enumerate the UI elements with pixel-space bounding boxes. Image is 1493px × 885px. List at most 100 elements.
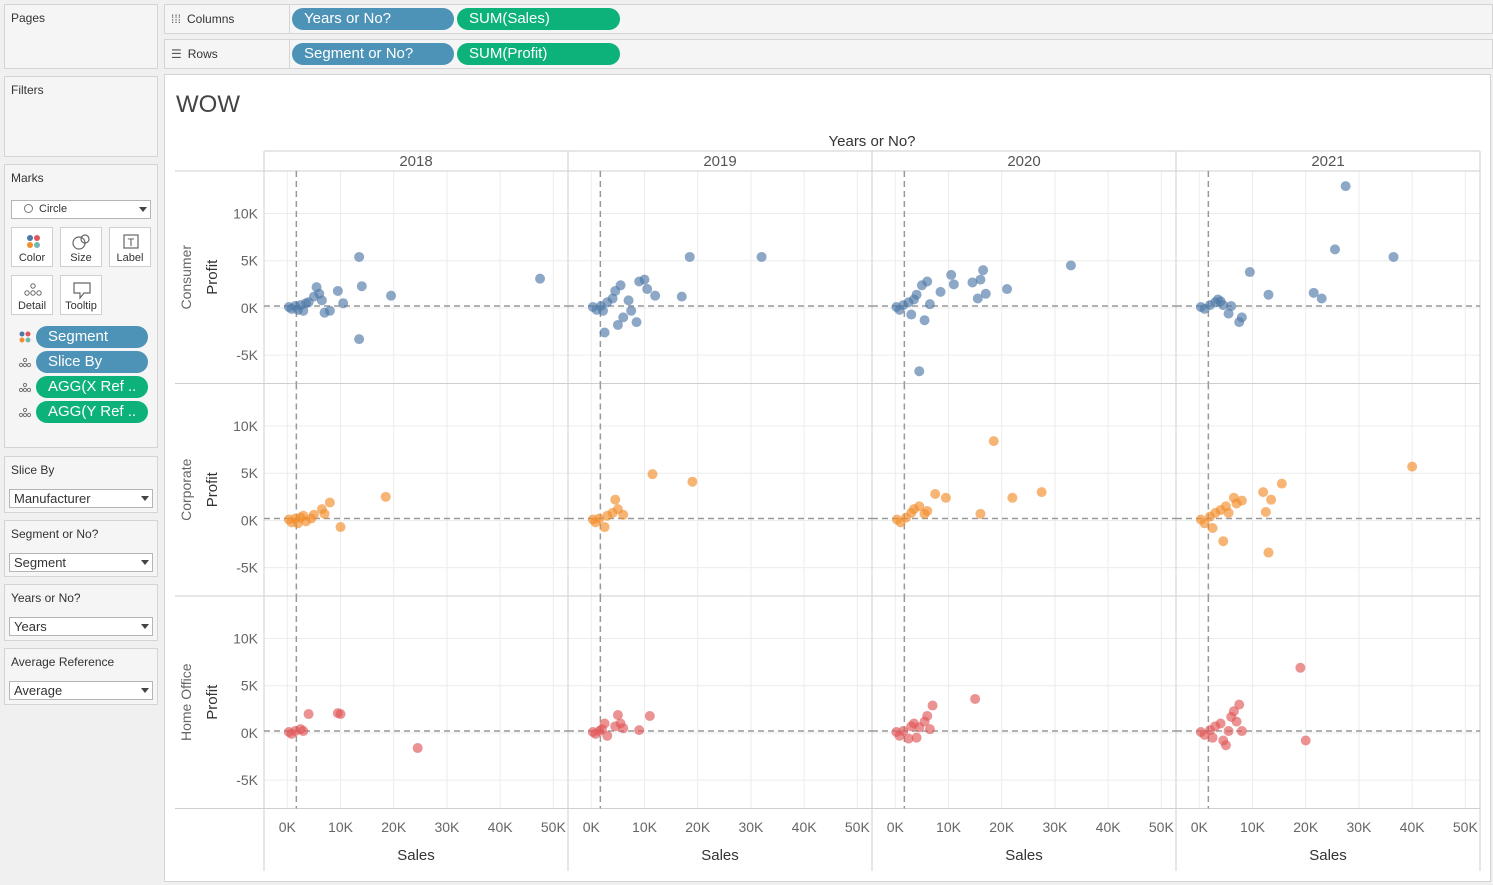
param-card-slice-by: Slice By Manufacturer bbox=[4, 456, 158, 513]
tooltip-label: Tooltip bbox=[65, 300, 97, 312]
data-point bbox=[618, 723, 629, 734]
data-point bbox=[647, 469, 658, 480]
shelf-divider bbox=[289, 5, 290, 33]
y-tick-label: 5K bbox=[241, 465, 259, 481]
param-title: Years or No? bbox=[11, 591, 81, 605]
detail-button[interactable]: Detail bbox=[11, 275, 53, 315]
y-tick-label: 5K bbox=[241, 253, 259, 269]
label-button[interactable]: T Label bbox=[109, 227, 151, 267]
data-point bbox=[1263, 289, 1274, 300]
x-tick-label: 20K bbox=[381, 819, 407, 835]
col-axis-title: Sales bbox=[1309, 847, 1347, 864]
average-reference-dropdown[interactable]: Average bbox=[9, 681, 153, 700]
x-tick-label: 10K bbox=[936, 819, 962, 835]
data-point bbox=[1258, 487, 1269, 498]
data-point bbox=[940, 492, 951, 503]
tooltip-button[interactable]: Tooltip bbox=[60, 275, 102, 315]
y-tick-label: -5K bbox=[236, 560, 258, 576]
data-point bbox=[599, 522, 610, 533]
x-tick-label: 10K bbox=[632, 819, 658, 835]
marks-pill-agg-x-ref[interactable]: AGG(X Ref .. bbox=[36, 376, 148, 398]
rows-label-text: Rows bbox=[187, 47, 218, 61]
data-point bbox=[626, 305, 637, 316]
slice-by-dropdown[interactable]: Manufacturer bbox=[9, 489, 153, 508]
columns-shelf[interactable]: ⁞⁞⁞ Columns Years or No? SUM(Sales) bbox=[164, 4, 1493, 34]
data-point bbox=[687, 476, 698, 487]
tooltip-icon bbox=[73, 282, 91, 300]
segment-header-home-office: Home Office bbox=[178, 663, 194, 741]
data-point bbox=[335, 522, 346, 533]
data-point bbox=[898, 726, 909, 737]
param-title: Segment or No? bbox=[11, 527, 99, 541]
data-point bbox=[642, 284, 653, 295]
columns-pill-years-or-no[interactable]: Years or No? bbox=[292, 8, 454, 30]
marks-pill-agg-y-ref[interactable]: AGG(Y Ref .. bbox=[36, 401, 148, 423]
data-point bbox=[607, 293, 618, 304]
x-tick-label: 0K bbox=[583, 819, 601, 835]
year-header-2021: 2021 bbox=[1311, 153, 1344, 170]
data-point bbox=[935, 286, 946, 297]
param-title: Slice By bbox=[11, 463, 55, 477]
data-point bbox=[356, 281, 367, 292]
x-tick-label: 20K bbox=[1293, 819, 1319, 835]
years-or-no-dropdown[interactable]: Years bbox=[9, 617, 153, 636]
data-point bbox=[303, 709, 314, 720]
x-tick-label: 50K bbox=[541, 819, 567, 835]
data-point bbox=[1207, 523, 1218, 533]
columns-shelf-label: ⁞⁞⁞ Columns bbox=[171, 12, 234, 26]
size-button[interactable]: Size bbox=[60, 227, 102, 267]
data-point bbox=[623, 295, 634, 306]
row-axis-title: Profit bbox=[204, 684, 221, 720]
shelf-divider bbox=[289, 40, 290, 68]
data-point bbox=[946, 269, 957, 280]
color-button[interactable]: Color bbox=[11, 227, 53, 267]
y-tick-label: 5K bbox=[241, 678, 259, 694]
data-point bbox=[634, 725, 645, 736]
marks-title: Marks bbox=[11, 171, 44, 185]
color-label: Color bbox=[18, 252, 46, 264]
data-point bbox=[324, 305, 335, 316]
data-point bbox=[1340, 181, 1351, 192]
data-point bbox=[980, 288, 991, 299]
data-point bbox=[598, 305, 609, 316]
size-icon bbox=[72, 234, 90, 250]
viz-area[interactable]: WOW Years or No? 2018 2019 2020 2021 Consumer… bbox=[164, 74, 1491, 882]
marks-pill-slice-by[interactable]: Slice By bbox=[36, 351, 148, 373]
data-point bbox=[1234, 699, 1245, 710]
filters-title: Filters bbox=[11, 83, 44, 97]
columns-pill-sum-sales[interactable]: SUM(Sales) bbox=[457, 8, 620, 30]
data-point bbox=[978, 265, 989, 276]
rows-shelf[interactable]: ☰ Rows Segment or No? SUM(Profit) bbox=[164, 39, 1493, 69]
x-tick-label: 10K bbox=[1240, 819, 1266, 835]
data-point bbox=[948, 279, 959, 290]
mark-type-dropdown[interactable]: Circle bbox=[11, 200, 151, 219]
columns-icon: ⁞⁞⁞ bbox=[171, 12, 182, 26]
col-axis-title: Sales bbox=[397, 847, 435, 864]
y-tick-label: 0K bbox=[241, 512, 259, 528]
rows-pill-sum-profit[interactable]: SUM(Profit) bbox=[457, 43, 620, 65]
data-point bbox=[1036, 487, 1047, 498]
data-point bbox=[967, 277, 978, 288]
data-point bbox=[631, 317, 642, 328]
marks-pill-segment[interactable]: Segment bbox=[36, 326, 148, 348]
data-point bbox=[1218, 536, 1229, 547]
x-tick-label: 40K bbox=[488, 819, 514, 835]
data-point bbox=[338, 298, 349, 309]
mark-type-value: Circle bbox=[39, 203, 68, 215]
y-tick-label: 10K bbox=[233, 631, 259, 647]
scatter-chart[interactable]: Years or No? 2018 2019 2020 2021 Consumer Prof… bbox=[165, 75, 1490, 881]
data-point bbox=[1223, 507, 1234, 518]
x-tick-label: 20K bbox=[685, 819, 711, 835]
data-point bbox=[1226, 301, 1237, 312]
data-point bbox=[1263, 547, 1274, 558]
pages-card[interactable]: Pages bbox=[4, 4, 158, 69]
x-tick-label: 50K bbox=[1453, 819, 1479, 835]
data-point bbox=[615, 280, 626, 291]
data-point bbox=[650, 290, 661, 301]
year-header-2019: 2019 bbox=[703, 153, 736, 170]
data-point bbox=[1266, 494, 1277, 505]
filters-card[interactable]: Filters bbox=[4, 76, 158, 157]
rows-shelf-label: ☰ Rows bbox=[171, 47, 218, 61]
rows-pill-segment-or-no[interactable]: Segment or No? bbox=[292, 43, 454, 65]
segment-or-no-dropdown[interactable]: Segment bbox=[9, 553, 153, 572]
